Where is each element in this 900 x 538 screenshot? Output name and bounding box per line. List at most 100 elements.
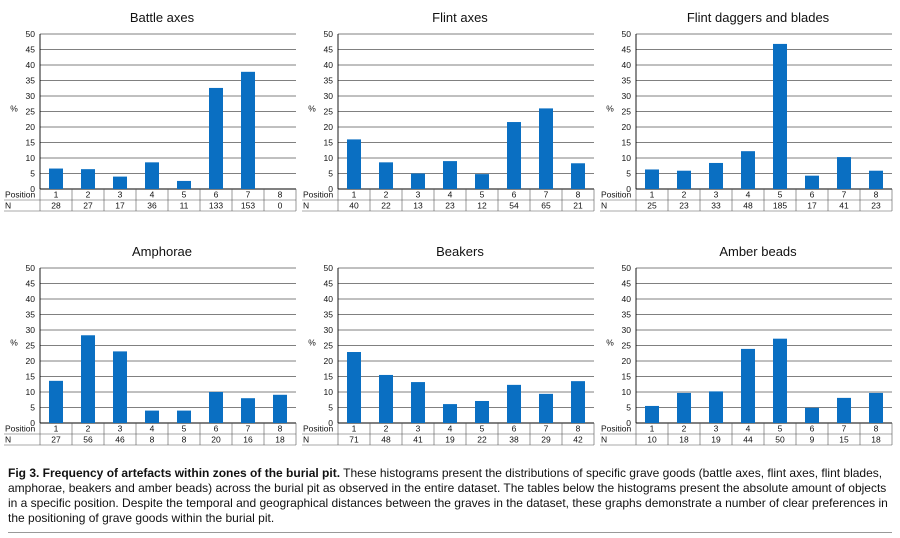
y-tick-label: 10 [26, 387, 36, 397]
position-label: 7 [544, 190, 549, 200]
bar [677, 170, 691, 189]
y-tick-label: 20 [324, 122, 334, 132]
position-label: 5 [182, 190, 187, 200]
n-value: 40 [349, 201, 359, 211]
position-label: 6 [810, 190, 815, 200]
y-tick-label: 30 [622, 91, 632, 101]
position-label: 7 [544, 424, 549, 434]
n-value: 185 [773, 201, 787, 211]
bar [741, 151, 755, 189]
bar [571, 163, 585, 189]
n-value: 12 [477, 201, 487, 211]
n-value: 17 [115, 201, 125, 211]
n-value: 50 [775, 435, 785, 445]
position-label: 5 [778, 424, 783, 434]
y-tick-label: 20 [324, 356, 334, 366]
y-tick-label: 10 [622, 153, 632, 163]
position-label: 5 [480, 424, 485, 434]
y-tick-label: 50 [26, 263, 36, 273]
n-value: 18 [275, 435, 285, 445]
bar [113, 176, 127, 189]
chart-panel: Beakers05101520253035404550%PositionN171… [302, 244, 595, 446]
bar [209, 392, 223, 423]
bar [443, 404, 457, 423]
y-tick-label: 40 [324, 294, 334, 304]
bar [507, 122, 521, 189]
position-label: 5 [778, 190, 783, 200]
n-row-label: N [5, 435, 11, 445]
position-row-label: Position [5, 190, 36, 200]
y-tick-label: 5 [626, 403, 631, 413]
figure-caption: Fig 3. Frequency of artefacts within zon… [8, 466, 892, 526]
caption-body: These histograms present the distributio… [8, 466, 888, 525]
y-axis-label: % [10, 103, 18, 113]
chart-title: Amphorae [132, 244, 192, 259]
n-value: 9 [810, 435, 815, 445]
caption-lead: Fig 3. Frequency of artefacts within zon… [8, 466, 341, 480]
bar [709, 391, 723, 423]
position-label: 2 [384, 190, 389, 200]
chart-panel: Amphorae05101520253035404550%PositionN12… [4, 244, 297, 446]
y-tick-label: 35 [26, 76, 36, 86]
position-label: 6 [214, 190, 219, 200]
bar [869, 392, 883, 423]
bar [773, 43, 787, 189]
y-tick-label: 45 [26, 45, 36, 55]
y-tick-label: 0 [328, 184, 333, 194]
y-tick-label: 10 [26, 153, 36, 163]
n-value: 44 [743, 435, 753, 445]
position-label: 2 [86, 190, 91, 200]
position-label: 3 [416, 424, 421, 434]
bar [49, 168, 63, 189]
n-value: 13 [413, 201, 423, 211]
n-value: 38 [509, 435, 519, 445]
bar [145, 410, 159, 423]
position-label: 1 [352, 424, 357, 434]
position-label: 8 [576, 190, 581, 200]
position-label: 8 [278, 424, 283, 434]
bar [837, 397, 851, 423]
n-value: 29 [541, 435, 551, 445]
position-label: 8 [874, 190, 879, 200]
bar [805, 407, 819, 423]
chart-panel: Amber beads05101520253035404550%Position… [600, 244, 893, 446]
n-value: 27 [51, 435, 61, 445]
bar [837, 157, 851, 189]
y-tick-label: 40 [622, 60, 632, 70]
position-row-label: Position [601, 424, 632, 434]
y-tick-label: 5 [328, 169, 333, 179]
n-value: 153 [241, 201, 255, 211]
bar [571, 381, 585, 423]
n-row-label: N [601, 435, 607, 445]
position-label: 2 [384, 424, 389, 434]
chart-title: Battle axes [130, 10, 195, 25]
n-value: 41 [839, 201, 849, 211]
n-value: 20 [211, 435, 221, 445]
caption-rule [8, 532, 892, 533]
y-tick-label: 45 [622, 45, 632, 55]
position-label: 3 [118, 190, 123, 200]
y-tick-label: 45 [324, 279, 334, 289]
position-label: 3 [118, 424, 123, 434]
position-label: 7 [842, 424, 847, 434]
n-value: 71 [349, 435, 359, 445]
bar [347, 352, 361, 423]
y-tick-label: 50 [26, 29, 36, 39]
position-label: 1 [352, 190, 357, 200]
position-label: 1 [54, 424, 59, 434]
n-value: 11 [180, 201, 189, 211]
n-row-label: N [601, 201, 607, 211]
bar [507, 384, 521, 423]
y-tick-label: 50 [324, 263, 334, 273]
y-tick-label: 35 [622, 310, 632, 320]
n-value: 133 [209, 201, 223, 211]
n-value: 8 [182, 435, 187, 445]
bar [379, 162, 393, 189]
y-axis-label: % [10, 337, 18, 347]
figure-panels: Battle axes05101520253035404550%Position… [4, 10, 893, 446]
position-label: 6 [512, 190, 517, 200]
y-tick-label: 35 [324, 310, 334, 320]
n-value: 25 [647, 201, 657, 211]
y-tick-label: 10 [324, 153, 334, 163]
y-tick-label: 40 [622, 294, 632, 304]
